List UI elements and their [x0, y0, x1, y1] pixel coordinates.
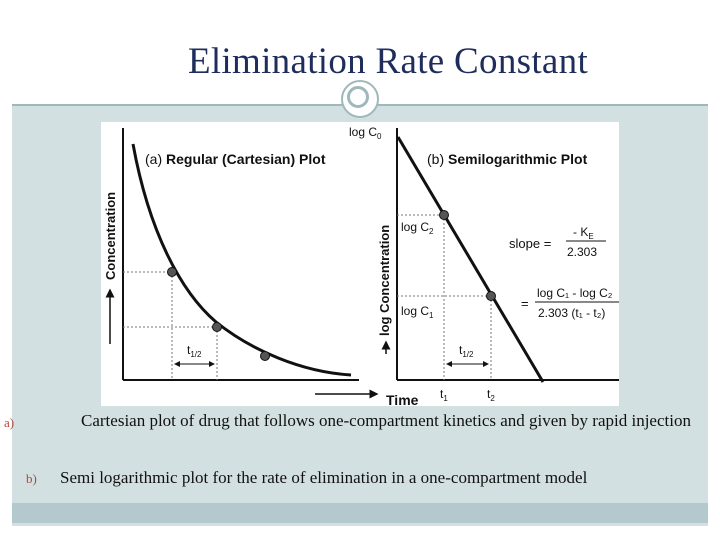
- right-decay-line: [396, 136, 545, 383]
- left-point-2: [212, 322, 222, 332]
- caption-a-marker: a): [4, 415, 15, 430]
- elimination-figure: t1/2 (a) Regular (Cartesian) Plot Concen…: [101, 122, 619, 408]
- right-point-1: [439, 210, 449, 220]
- slope-denominator: 2.303: [567, 245, 597, 259]
- log-c2-label: log C2: [401, 220, 434, 236]
- slope-label: slope =: [509, 236, 551, 251]
- left-half-life-label: t1/2: [187, 343, 202, 359]
- left-plot-title: (a) Regular (Cartesian) Plot: [145, 151, 326, 167]
- right-t2-label: t2: [487, 387, 495, 403]
- left-y-label: Concentration: [103, 192, 118, 280]
- eq-sign: =: [521, 296, 529, 311]
- left-point-3: [260, 351, 270, 361]
- eq-denominator: 2.303 (t₁ - t₂): [538, 306, 605, 320]
- log-c0-label: log C0: [349, 125, 382, 141]
- right-x-label: Time: [386, 392, 419, 408]
- log-c1-label: log C1: [401, 304, 434, 320]
- caption-b-text: Semi logarithmic plot for the rate of el…: [60, 468, 588, 487]
- right-half-life-label: t1/2: [459, 343, 474, 359]
- left-point-1: [167, 267, 177, 277]
- slide-title: Elimination Rate Constant: [187, 41, 589, 82]
- right-y-label: log Concentration: [377, 225, 392, 336]
- right-t1-label: t1: [440, 387, 448, 403]
- right-point-2: [486, 291, 496, 301]
- slope-numerator: - KE: [573, 225, 594, 241]
- caption-b-marker: b): [26, 471, 37, 486]
- eq-numerator: log C₁ - log C₂: [537, 286, 613, 300]
- ornament-ring: [347, 86, 369, 108]
- right-plot-title: (b) Semilogarithmic Plot: [427, 151, 588, 167]
- caption-a-text: Cartesian plot of drug that follows one-…: [81, 411, 691, 430]
- bottom-bar: [12, 503, 708, 523]
- figure-svg: t1/2 (a) Regular (Cartesian) Plot Concen…: [103, 125, 619, 408]
- left-decay-curve: [131, 143, 352, 377]
